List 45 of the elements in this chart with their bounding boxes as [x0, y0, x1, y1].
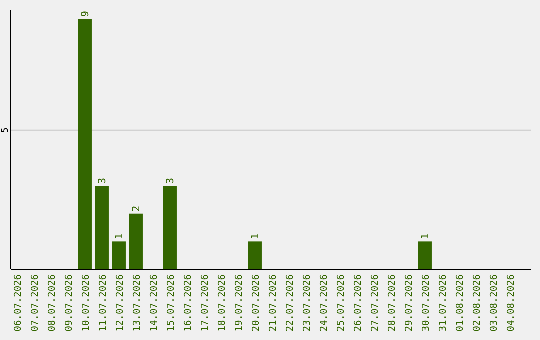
x-tick-label: 28.07.2026: [387, 274, 398, 332]
data-label: 2: [132, 206, 142, 212]
x-tick-label: 26.07.2026: [353, 274, 364, 332]
bar: [112, 242, 126, 270]
x-tick-label: 21.07.2026: [268, 274, 279, 332]
x-tick-label: 16.07.2026: [183, 274, 194, 332]
x-tick-label: 22.07.2026: [285, 274, 296, 332]
x-tick-label: 10.07.2026: [81, 274, 92, 332]
x-tick-label: 09.07.2026: [64, 274, 75, 332]
x-tick-label: 01.08.2026: [455, 274, 466, 332]
x-tick-label: 07.07.2026: [30, 274, 41, 332]
x-tick-label: 15.07.2026: [166, 274, 177, 332]
x-tick-label: 03.08.2026: [489, 274, 500, 332]
data-label: 3: [98, 178, 108, 184]
x-tick-label: 13.07.2026: [132, 274, 143, 332]
x-tick-label: 19.07.2026: [234, 274, 245, 332]
x-tick-label: 25.07.2026: [336, 274, 347, 332]
data-label: 1: [250, 234, 262, 240]
x-tick-label: 14.07.2026: [149, 274, 160, 332]
x-tick-label: 04.08.2026: [506, 274, 517, 332]
x-tick-label: 30.07.2026: [421, 274, 432, 332]
data-label: 9: [80, 11, 92, 18]
x-tick-label: 17.07.2026: [200, 274, 211, 332]
data-label: 3: [166, 178, 176, 184]
x-tick-label: 23.07.2026: [302, 274, 313, 332]
bar: [418, 242, 432, 270]
data-label: 1: [114, 234, 126, 240]
bar: [95, 186, 109, 270]
x-tick-label: 02.08.2026: [472, 274, 483, 332]
x-tick-label: 20.07.2026: [251, 274, 262, 332]
data-label: 1: [420, 234, 432, 240]
x-tick-label: 29.07.2026: [404, 274, 415, 332]
y-tick-label: 5: [1, 128, 11, 134]
bar: [248, 242, 262, 270]
x-tick-label: 12.07.2026: [115, 274, 126, 332]
bar: [163, 186, 177, 270]
x-tick-label: 06.07.2026: [13, 274, 24, 332]
x-tick-label: 27.07.2026: [370, 274, 381, 332]
bar: [78, 19, 92, 270]
bar: [129, 214, 143, 270]
x-tick-label: 18.07.2026: [217, 274, 228, 332]
x-tick-label: 08.07.2026: [47, 274, 58, 332]
x-tick-label: 11.07.2026: [98, 274, 109, 332]
x-tick-label: 31.07.2026: [438, 274, 449, 332]
x-tick-label: 24.07.2026: [319, 274, 330, 332]
